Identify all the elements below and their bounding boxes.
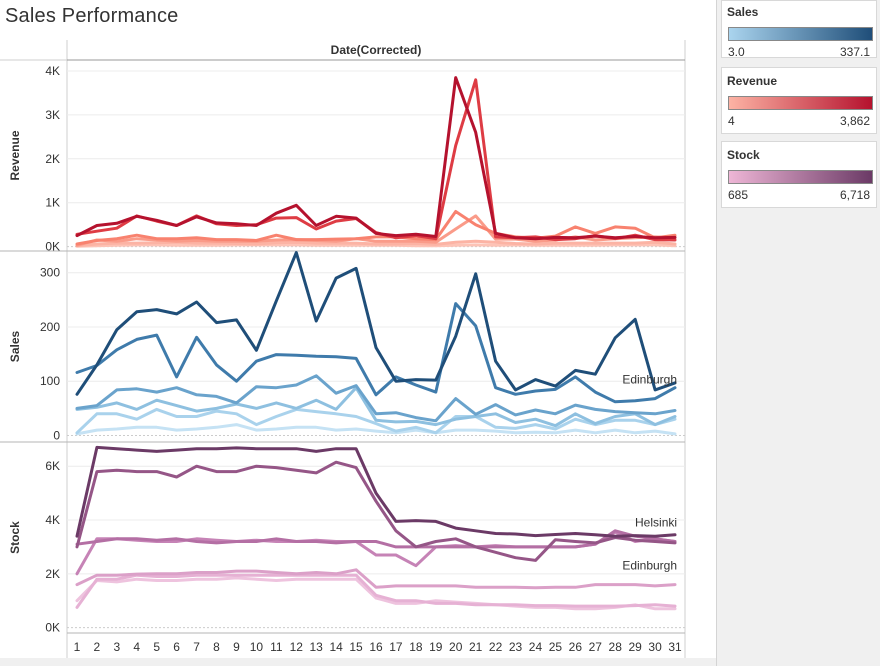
x-tick-label: 25 xyxy=(549,640,563,654)
x-tick-label: 11 xyxy=(270,640,283,654)
series-line xyxy=(75,374,677,423)
y-tick-label: 2K xyxy=(45,152,60,166)
legend-min: 685 xyxy=(728,188,749,202)
x-tick-label: 21 xyxy=(469,640,483,654)
series-line xyxy=(75,251,677,396)
legend-gradient-bar xyxy=(728,170,873,184)
y-tick-label: 200 xyxy=(40,320,60,334)
x-tick-label: 16 xyxy=(369,640,383,654)
x-tick-label: 27 xyxy=(589,640,603,654)
y-tick-label: 6K xyxy=(45,459,60,473)
y-tick-label: 0K xyxy=(45,240,60,254)
legend-title: Sales xyxy=(727,5,759,19)
x-tick-label: 18 xyxy=(409,640,423,654)
series-line xyxy=(75,445,677,538)
series-line xyxy=(75,210,677,246)
x-tick-label: 7 xyxy=(193,640,200,654)
series-line xyxy=(75,573,677,609)
x-tick-label: 15 xyxy=(349,640,363,654)
x-tick-label: 10 xyxy=(250,640,264,654)
legend-max: 337.1 xyxy=(839,45,870,59)
legend-min: 3.0 xyxy=(728,45,745,59)
legend-min: 4 xyxy=(728,114,735,128)
x-tick-label: 13 xyxy=(310,640,324,654)
legend-max: 6,718 xyxy=(839,188,870,202)
x-tick-label: 24 xyxy=(529,640,543,654)
series-line xyxy=(75,460,677,562)
y-tick-label: 0 xyxy=(53,428,60,442)
legend-title: Stock xyxy=(727,148,760,162)
series-line xyxy=(75,529,677,549)
line-chart: Date(Corrected)1 2 3 4 5 6 7 8 9 10 11 12 13 14 15 16 17… xyxy=(0,40,686,658)
y-tick-label: 0K xyxy=(45,621,60,635)
x-tick-label: 30 xyxy=(648,640,662,654)
y-tick-label: 3K xyxy=(45,108,60,122)
x-tick-label: 2 xyxy=(94,640,101,654)
series-lines xyxy=(75,76,677,611)
legend-max: 3,862 xyxy=(839,114,870,128)
x-tick-label: 5 xyxy=(153,640,160,654)
series-line xyxy=(75,568,677,590)
series-line xyxy=(75,302,677,404)
line-end-label: Helsinki xyxy=(635,516,677,530)
y-tick-label: 2K xyxy=(45,567,60,581)
line-end-label: Edinburgh xyxy=(622,373,677,387)
x-tick-label: 6 xyxy=(173,640,180,654)
legend-revenue[interactable]: Revenue 4 3,862 xyxy=(721,67,877,134)
legend-gradient-bar xyxy=(728,96,873,110)
x-tick-label: 31 xyxy=(668,640,682,654)
legend-gradient-bar xyxy=(728,27,873,41)
x-tick-label: 8 xyxy=(213,640,220,654)
y-axis-label: Stock xyxy=(8,521,22,554)
x-tick-label: 9 xyxy=(233,640,240,654)
x-tick-label: 1 xyxy=(74,640,81,654)
x-tick-label: 3 xyxy=(113,640,120,654)
page-title: Sales Performance xyxy=(5,5,179,27)
y-tick-label: 300 xyxy=(40,266,60,280)
x-tick-label: 26 xyxy=(569,640,583,654)
legend-title: Revenue xyxy=(727,74,778,88)
bottom-scroll-area xyxy=(0,658,716,666)
y-tick-label: 4K xyxy=(45,64,60,78)
chart-frame xyxy=(0,40,686,658)
x-tick-label: 29 xyxy=(628,640,642,654)
column-header: Date(Corrected) xyxy=(331,43,422,57)
x-tick-label: 4 xyxy=(133,640,140,654)
series-line xyxy=(75,576,677,611)
y-axis-label: Revenue xyxy=(8,130,22,180)
x-tick-label: 22 xyxy=(489,640,503,654)
series-line xyxy=(75,407,677,435)
x-tick-label: 28 xyxy=(609,640,623,654)
x-tick-label: 17 xyxy=(389,640,403,654)
x-tick-label: 12 xyxy=(290,640,304,654)
chart-labels: Date(Corrected)1 2 3 4 5 6 7 8 9 10 11 12 13 14 15 16 17… xyxy=(8,43,682,654)
x-tick-label: 23 xyxy=(509,640,523,654)
y-axis-label: Sales xyxy=(8,330,22,362)
y-tick-label: 100 xyxy=(40,374,60,388)
x-tick-label: 19 xyxy=(429,640,443,654)
series-line xyxy=(75,78,677,242)
series-line xyxy=(75,386,677,428)
legend-stock[interactable]: Stock 685 6,718 xyxy=(721,141,877,208)
series-line xyxy=(75,76,677,241)
legend-panel: Sales 3.0 337.1 Revenue 4 3,862 Stock 68… xyxy=(716,0,880,666)
legend-sales[interactable]: Sales 3.0 337.1 xyxy=(721,0,877,59)
x-tick-label: 20 xyxy=(449,640,463,654)
gridlines xyxy=(67,70,685,629)
series-line xyxy=(75,423,677,436)
y-tick-label: 1K xyxy=(45,196,60,210)
line-end-label: Edinburgh xyxy=(622,559,677,573)
y-tick-label: 4K xyxy=(45,513,60,527)
x-tick-label: 14 xyxy=(329,640,343,654)
